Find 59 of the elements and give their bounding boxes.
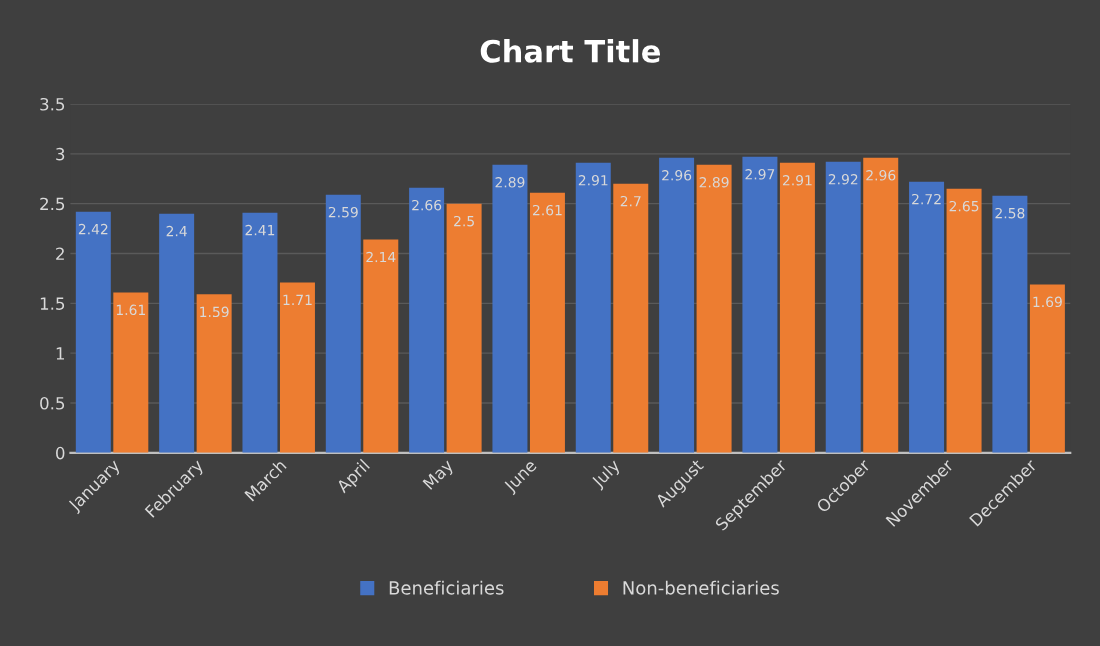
- bar: [242, 212, 278, 453]
- bar: [613, 183, 649, 453]
- bar: [992, 195, 1028, 453]
- data-label: 2.41: [245, 224, 275, 236]
- bar: [75, 211, 111, 453]
- data-label: 1.61: [116, 304, 145, 316]
- data-label: 1.59: [200, 306, 229, 318]
- bar: [325, 194, 361, 453]
- data-label: 2.96: [866, 170, 896, 181]
- data-label: 2.91: [578, 175, 608, 186]
- data-label: 1.69: [1033, 296, 1062, 308]
- data-label: 2.58: [995, 207, 1025, 219]
- bar: [492, 164, 528, 453]
- legend-label: Non-beneficiaries: [623, 580, 779, 595]
- y-tick-label: 3: [56, 147, 65, 161]
- bar: [159, 213, 195, 453]
- bar: [1029, 284, 1065, 453]
- bar: [825, 161, 861, 453]
- legend-label: Beneficiaries: [389, 580, 504, 595]
- data-label: 2.96: [662, 170, 692, 181]
- y-tick-label: 3.5: [40, 97, 65, 111]
- data-label: 2.91: [782, 175, 812, 186]
- data-label: 2.42: [78, 223, 108, 235]
- bar: [446, 203, 482, 453]
- data-label: 2.89: [699, 177, 729, 188]
- bar: [113, 292, 149, 453]
- data-label: 2.66: [412, 199, 442, 211]
- data-label: 2.72: [912, 193, 941, 205]
- bar: [659, 157, 695, 453]
- data-label: 2.97: [745, 169, 775, 180]
- data-label: 2.7: [620, 195, 641, 207]
- bar: [279, 282, 315, 453]
- y-tick-label: 0.5: [40, 396, 65, 410]
- bar: [909, 181, 945, 453]
- data-label: 2.92: [828, 174, 858, 185]
- bar: [409, 187, 445, 453]
- data-label: 2.14: [366, 251, 396, 263]
- y-tick-label: 1: [56, 347, 64, 360]
- y-tick-label: 0: [56, 446, 65, 460]
- data-label: 2.59: [328, 206, 358, 218]
- bar: [946, 188, 982, 453]
- data-label: 2.5: [454, 215, 474, 227]
- data-label: 2.61: [532, 204, 562, 216]
- y-tick-label: 2: [56, 247, 64, 260]
- bar: [529, 192, 565, 453]
- chart-title: Chart Title: [480, 39, 660, 63]
- data-label: 2.65: [949, 200, 979, 212]
- bar: [196, 294, 232, 453]
- bar: [742, 156, 778, 453]
- bar: [863, 157, 899, 453]
- data-label: 2.89: [495, 177, 525, 188]
- y-tick-label: 2.5: [40, 197, 65, 211]
- data-label: 2.4: [166, 225, 187, 237]
- data-label: 1.71: [283, 294, 312, 305]
- y-tick-label: 1.5: [40, 297, 65, 310]
- bar: [575, 162, 611, 453]
- bar: [779, 162, 815, 453]
- bar: [696, 164, 732, 453]
- bar: [363, 239, 399, 453]
